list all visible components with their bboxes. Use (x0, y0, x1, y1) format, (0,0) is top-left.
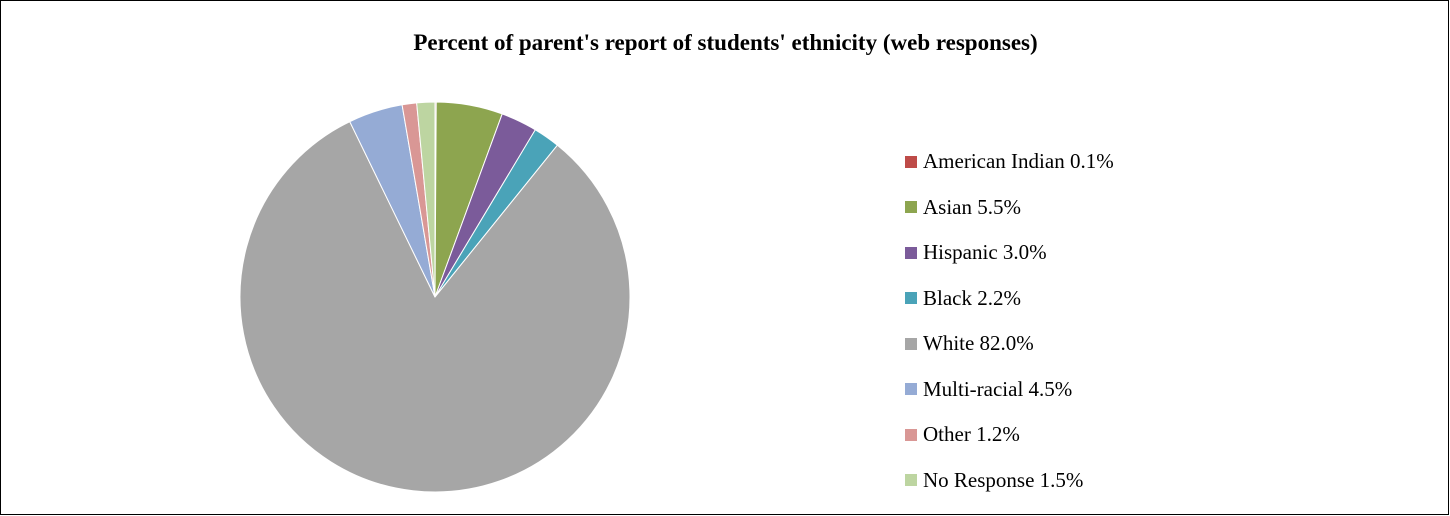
legend-swatch (905, 474, 917, 487)
pie-slices (239, 101, 631, 493)
legend: American Indian 0.1% Asian 5.5% Hispanic 3… (905, 139, 1114, 503)
legend-swatch (905, 383, 917, 396)
legend-item: Other 1.2% (905, 412, 1114, 458)
legend-swatch (905, 292, 917, 305)
legend-label: No Response 1.5% (923, 467, 1084, 492)
legend-item: No Response 1.5% (905, 458, 1114, 504)
legend-label: Hispanic 3.0% (923, 240, 1047, 265)
legend-swatch (905, 201, 917, 214)
legend-item: Black 2.2% (905, 276, 1114, 322)
legend-label: Other 1.2% (923, 422, 1020, 447)
legend-label: American Indian 0.1% (923, 149, 1114, 174)
legend-item: Hispanic 3.0% (905, 230, 1114, 276)
legend-label: Asian 5.5% (923, 194, 1021, 219)
pie-slice-white (239, 120, 631, 493)
legend-item: White 82.0% (905, 321, 1114, 367)
legend-item: Multi-racial 4.5% (905, 367, 1114, 413)
legend-label: Multi-racial 4.5% (923, 376, 1073, 401)
legend-swatch (905, 155, 917, 168)
legend-item: Asian 5.5% (905, 185, 1114, 231)
legend-label: White 82.0% (923, 331, 1034, 356)
legend-label: Black 2.2% (923, 285, 1021, 310)
legend-swatch (905, 246, 917, 259)
legend-swatch (905, 337, 917, 350)
legend-swatch (905, 428, 917, 441)
legend-item: American Indian 0.1% (905, 139, 1114, 185)
pie-slice-no-response (416, 101, 436, 298)
chart-title: Percent of parent's report of students' … (413, 30, 1038, 55)
